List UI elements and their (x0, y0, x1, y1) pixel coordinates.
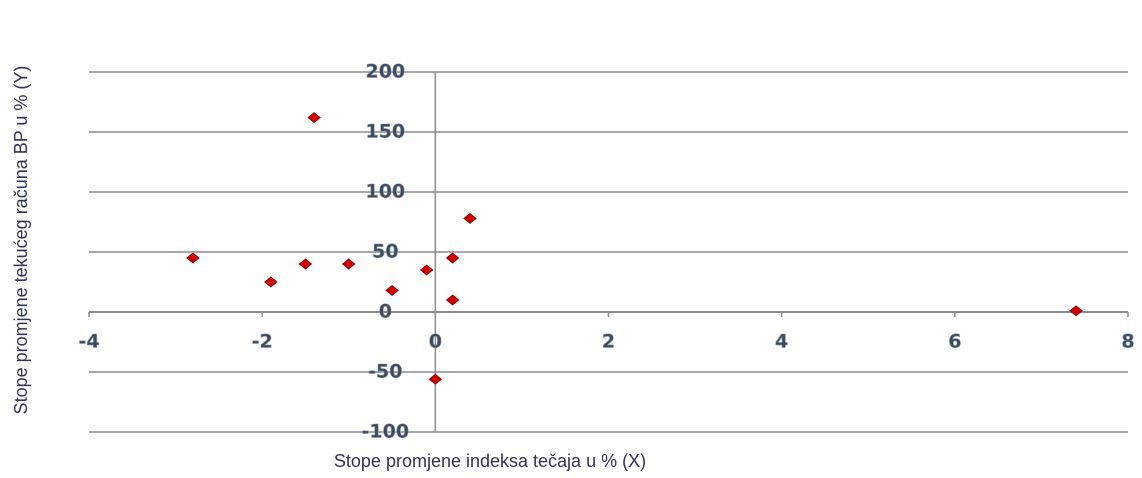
point (385, 284, 399, 296)
point (264, 276, 278, 288)
y-tick-label: 0 (379, 301, 392, 323)
y-tick-label: 50 (372, 241, 398, 263)
point (307, 112, 321, 124)
y-tick-label: -50 (368, 361, 402, 383)
point (298, 258, 313, 270)
y-tick-label: -100 (362, 421, 410, 443)
y-tick-label: 100 (365, 181, 405, 203)
x-tick-label: 8 (1121, 331, 1134, 353)
point (1069, 305, 1083, 317)
x-axis-label: Stope promjene indeksa tečaja u % (X) (334, 451, 646, 471)
x-tick-label: -4 (78, 331, 99, 353)
point (428, 373, 443, 385)
point (341, 258, 356, 270)
y-tick-label: 150 (365, 121, 405, 143)
x-tick-label: 2 (602, 331, 615, 353)
point (445, 252, 460, 264)
x-tick-label: 6 (948, 331, 961, 353)
x-tick-label: -2 (252, 331, 273, 353)
x-tick-label: 0 (429, 331, 442, 353)
point (186, 252, 200, 264)
point (445, 294, 460, 306)
point (419, 264, 434, 276)
y-tick-label: 200 (365, 61, 405, 83)
y-axis-label: Stope promjene tekućeg računa BP u % (Y) (11, 66, 31, 415)
point (463, 212, 477, 224)
x-tick-label: 4 (775, 331, 788, 353)
